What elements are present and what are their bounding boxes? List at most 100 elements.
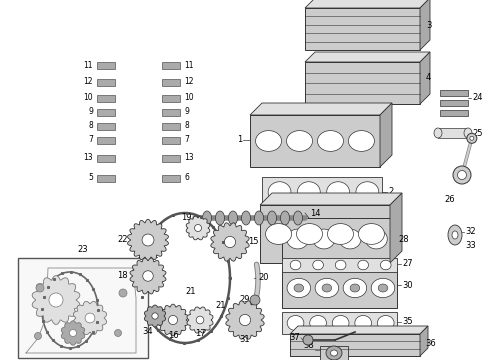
Bar [162, 154, 180, 162]
Text: 7: 7 [88, 135, 93, 144]
Text: 12: 12 [184, 77, 194, 86]
Bar [162, 78, 180, 85]
Bar [97, 62, 115, 68]
Ellipse shape [315, 278, 339, 298]
Bar [260, 205, 390, 263]
Ellipse shape [196, 316, 204, 324]
Ellipse shape [378, 284, 388, 292]
Text: 21: 21 [185, 288, 196, 297]
Ellipse shape [250, 295, 260, 305]
Text: 33: 33 [465, 240, 476, 249]
Text: 21: 21 [148, 251, 158, 260]
Text: 16: 16 [168, 330, 178, 339]
Text: 8: 8 [88, 122, 93, 130]
Bar [18, 258, 148, 358]
Ellipse shape [332, 315, 349, 330]
Ellipse shape [358, 224, 385, 244]
Text: 34: 34 [143, 328, 153, 337]
Bar [305, 8, 420, 50]
Ellipse shape [294, 211, 302, 225]
Ellipse shape [228, 211, 238, 225]
Text: 17: 17 [195, 329, 205, 338]
Polygon shape [74, 301, 107, 334]
Ellipse shape [287, 278, 311, 298]
Ellipse shape [287, 229, 309, 249]
Ellipse shape [303, 335, 313, 345]
Ellipse shape [266, 224, 292, 244]
Ellipse shape [297, 182, 320, 202]
Bar [320, 346, 348, 360]
Bar [282, 258, 397, 272]
Ellipse shape [348, 131, 374, 152]
Ellipse shape [36, 284, 44, 292]
Polygon shape [420, 326, 428, 356]
Ellipse shape [464, 128, 472, 138]
Ellipse shape [371, 278, 395, 298]
Polygon shape [187, 307, 213, 333]
Bar [97, 78, 115, 85]
Ellipse shape [313, 260, 323, 270]
Polygon shape [186, 216, 210, 240]
Polygon shape [390, 193, 402, 263]
Ellipse shape [143, 271, 153, 281]
Text: 30: 30 [402, 280, 413, 289]
Ellipse shape [318, 131, 343, 152]
Text: 19: 19 [181, 213, 192, 222]
Ellipse shape [350, 284, 360, 292]
Polygon shape [226, 301, 264, 339]
Text: 29: 29 [240, 296, 250, 305]
Ellipse shape [34, 333, 42, 339]
Text: 31: 31 [240, 336, 250, 345]
Ellipse shape [467, 133, 477, 143]
Text: 9: 9 [184, 108, 189, 117]
Bar [282, 218, 392, 260]
Ellipse shape [287, 315, 304, 330]
Ellipse shape [355, 315, 371, 330]
Text: 11: 11 [83, 60, 93, 69]
Text: 6: 6 [184, 174, 189, 183]
Bar [97, 136, 115, 144]
Bar [282, 312, 397, 334]
Bar [162, 62, 180, 68]
Polygon shape [211, 223, 249, 261]
Text: 15: 15 [248, 238, 259, 247]
Bar [440, 110, 468, 116]
Ellipse shape [202, 211, 212, 225]
Bar [282, 268, 397, 308]
Polygon shape [290, 326, 428, 334]
Text: 38: 38 [303, 342, 314, 351]
Text: 28: 28 [398, 235, 409, 244]
Ellipse shape [169, 315, 177, 325]
Text: 14: 14 [310, 208, 320, 217]
Text: 37: 37 [289, 333, 300, 342]
Ellipse shape [380, 260, 391, 270]
Bar [162, 122, 180, 130]
Ellipse shape [339, 229, 361, 249]
Polygon shape [130, 258, 166, 294]
Polygon shape [305, 0, 430, 8]
Ellipse shape [280, 211, 290, 225]
Ellipse shape [434, 128, 442, 138]
Ellipse shape [448, 225, 462, 245]
Text: 10: 10 [184, 94, 194, 103]
Ellipse shape [115, 329, 122, 337]
Text: 35: 35 [402, 318, 413, 327]
Ellipse shape [70, 329, 76, 337]
Ellipse shape [470, 136, 474, 140]
Text: 13: 13 [83, 153, 93, 162]
Ellipse shape [224, 237, 236, 248]
Ellipse shape [49, 293, 63, 307]
Ellipse shape [322, 284, 332, 292]
Ellipse shape [458, 171, 466, 180]
Ellipse shape [195, 225, 201, 231]
Polygon shape [32, 276, 80, 324]
Polygon shape [127, 219, 169, 261]
Ellipse shape [152, 313, 158, 319]
Bar [262, 177, 382, 207]
Polygon shape [260, 193, 402, 205]
Bar [97, 154, 115, 162]
Polygon shape [380, 103, 392, 167]
Ellipse shape [335, 260, 346, 270]
Ellipse shape [85, 313, 95, 323]
Ellipse shape [310, 315, 326, 330]
